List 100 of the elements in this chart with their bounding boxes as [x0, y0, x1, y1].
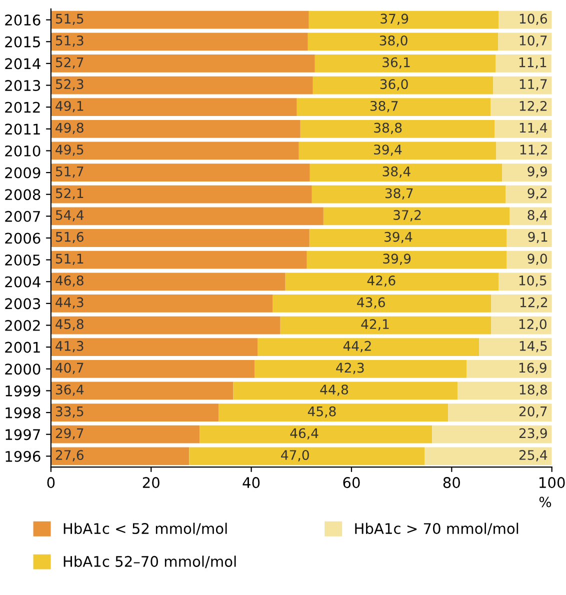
bar [298, 142, 496, 160]
bar [280, 316, 492, 334]
data-label: 51,1 [56, 254, 84, 265]
data-label: 38,0 [380, 36, 408, 47]
y-tick-label: 2010 [5, 145, 40, 156]
data-label: 52,1 [56, 188, 84, 200]
bar [424, 447, 552, 466]
data-label: 9,2 [528, 188, 547, 200]
bar [50, 185, 312, 204]
bar [498, 32, 552, 51]
legend-label: HbA1c > 70 mmol/mol [355, 522, 518, 536]
bar [50, 142, 299, 160]
y-tick-label: 2009 [5, 167, 40, 178]
data-label: 14,5 [520, 341, 547, 352]
data-label: 45,8 [308, 406, 336, 418]
data-label: 29,7 [56, 428, 84, 440]
data-label: 11,7 [520, 79, 547, 90]
x-tick-label: 60 [343, 477, 360, 488]
bar [50, 404, 219, 422]
y-tick-label: 1997 [6, 429, 40, 440]
bar [498, 272, 552, 291]
data-label: 12,2 [520, 297, 548, 309]
x-tick-label: 80 [443, 477, 460, 488]
data-label: 36,1 [382, 57, 410, 69]
y-tick-label: 2011 [5, 124, 40, 135]
legend-label: HbA1c 52–70 mmol/mol [64, 556, 236, 568]
data-label: 44,8 [320, 384, 348, 396]
bar [300, 120, 495, 138]
x-tick-label: 20 [142, 477, 160, 488]
data-label: 54,4 [56, 210, 84, 222]
bar [498, 10, 552, 29]
data-label: 38,7 [370, 100, 398, 112]
bar [458, 382, 552, 400]
bar [50, 164, 310, 182]
data-label: 25,4 [519, 450, 548, 462]
x-tick-label: 0 [47, 477, 55, 488]
data-label: 33,5 [56, 406, 84, 418]
bar [200, 425, 432, 444]
data-label: 44,2 [343, 340, 371, 352]
bar [466, 360, 552, 378]
bar [502, 164, 552, 182]
bar [312, 76, 494, 94]
y-tick-label: 2016 [5, 14, 40, 26]
bar [50, 54, 315, 72]
data-label: 27,6 [56, 450, 84, 462]
data-label: 42,3 [336, 362, 364, 374]
bar [314, 54, 496, 72]
bar [308, 10, 499, 29]
data-label: 52,3 [56, 79, 84, 90]
y-tick-label: 2013 [5, 80, 40, 92]
bar [285, 272, 499, 291]
data-label: 43,6 [357, 297, 385, 309]
data-label: 10,5 [519, 275, 546, 287]
bar [310, 164, 502, 182]
data-label: 51,7 [56, 166, 84, 178]
bar [496, 54, 552, 72]
data-label: 49,5 [56, 144, 84, 156]
bar [50, 360, 255, 378]
y-tick-label: 2000 [5, 364, 40, 375]
data-label: 11,1 [519, 57, 546, 69]
data-label: 9,1 [528, 232, 548, 244]
bar [323, 207, 510, 226]
data-label: 39,9 [383, 254, 411, 265]
data-label: 51,6 [56, 232, 84, 244]
data-label: 37,9 [380, 14, 408, 26]
bar [50, 98, 297, 116]
bar [506, 250, 552, 269]
bar [491, 294, 552, 312]
data-label: 9,0 [528, 254, 547, 265]
bar [50, 229, 310, 247]
data-label: 39,4 [374, 144, 402, 156]
bar [218, 404, 448, 422]
x-tick-label: 40 [242, 477, 260, 488]
bar [306, 250, 507, 269]
y-tick-label: 2004 [5, 276, 40, 288]
bar [312, 185, 506, 204]
bar [493, 76, 552, 94]
bar [50, 382, 234, 400]
data-label: 49,8 [56, 122, 84, 134]
bar [491, 316, 552, 334]
data-label: 9,9 [528, 166, 547, 178]
data-label: 38,8 [374, 122, 402, 134]
bar [432, 425, 552, 444]
y-tick-label: 1996 [6, 450, 40, 462]
y-tick-label: 2006 [5, 232, 40, 244]
y-tick-label: 2005 [5, 254, 40, 266]
bar [189, 447, 425, 466]
x-axis-title: % [539, 496, 552, 508]
data-label: 39,4 [384, 232, 412, 244]
bar [50, 32, 308, 51]
bar [50, 338, 258, 356]
data-label: 16,9 [519, 362, 546, 374]
data-label: 8,4 [528, 210, 548, 222]
data-label: 46,8 [56, 275, 84, 287]
bar [50, 207, 324, 226]
bar [506, 185, 552, 204]
y-tick-label: 2001 [5, 342, 40, 353]
bar [50, 120, 300, 138]
bar [50, 250, 307, 269]
data-label: 18,8 [520, 384, 547, 396]
